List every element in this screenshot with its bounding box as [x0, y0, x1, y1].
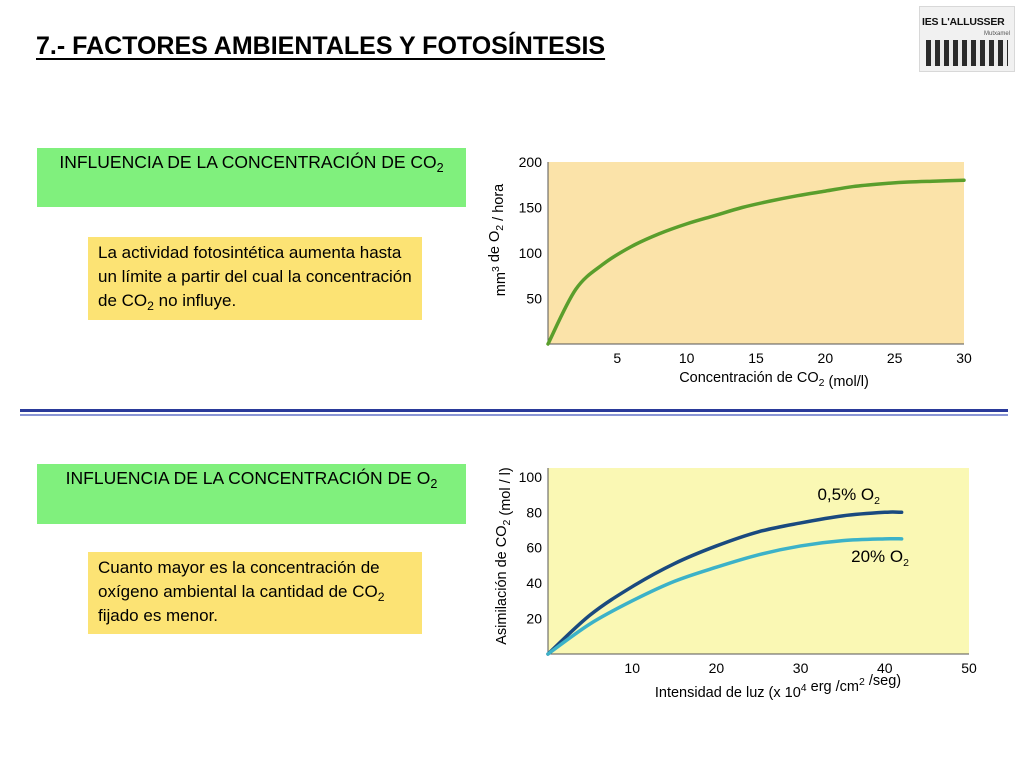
page-title: 7.- FACTORES AMBIENTALES Y FOTOSÍNTESIS [36, 32, 606, 60]
o2-chart-series-label-0: 0,5% O2 [817, 485, 880, 507]
c2-y-tick-label: 60 [526, 540, 542, 556]
co2-chart-xlabel: Concentración de CO2 (mol/l) [679, 370, 869, 390]
co2-chart-ylabel: mm3 de O2 / hora [487, 183, 509, 296]
section1-text-subscript: 2 [147, 299, 154, 314]
section2-explanation: Cuanto mayor es la concentración de oxíg… [88, 552, 422, 634]
c2-x-tick-label: 40 [877, 660, 893, 676]
section1-heading: INFLUENCIA DE LA CONCENTRACIÓN DE CO2 [37, 148, 466, 207]
section2-heading-subscript: 2 [430, 477, 438, 492]
c2-series-line-1 [546, 536, 904, 656]
c1-series-line-0 [546, 178, 966, 346]
c1-x-tick-label: 25 [887, 350, 903, 366]
section1-text-b: no influye. [153, 291, 237, 310]
c2-x-tick-label: 30 [793, 660, 809, 676]
c1-x-tick-label: 30 [956, 350, 972, 366]
section2-text-a: Cuanto mayor es la concentración de oxíg… [98, 558, 380, 601]
section1-heading-text: INFLUENCIA DE LA CONCENTRACIÓN DE CO [59, 152, 437, 172]
c2-x-tick-label: 50 [961, 660, 977, 676]
c1-x-tick-label: 20 [818, 350, 834, 366]
section1-heading-subscript: 2 [436, 161, 444, 176]
c2-y-tick-label: 100 [519, 469, 543, 485]
c2-y-tick-label: 20 [526, 611, 542, 627]
o2-chart-series-label-1: 20% O2 [851, 547, 909, 569]
section-divider [20, 409, 1008, 416]
c2-y-tick-label: 40 [526, 575, 542, 591]
c1-y-tick-label: 100 [519, 245, 543, 261]
c1-y-tick-label: 200 [519, 154, 543, 170]
c2-x-tick-label: 10 [624, 660, 640, 676]
section2-text-b: fijado es menor. [98, 606, 219, 625]
school-logo: IES L'ALLUSSER Mutxamel [919, 6, 1015, 72]
section2-heading: INFLUENCIA DE LA CONCENTRACIÓN DE O2 [37, 464, 466, 524]
o2-chart-xlabel: Intensidad de luz (x 104 erg /cm2 /seg) [655, 673, 901, 701]
logo-subtitle: Mutxamel [983, 31, 1010, 37]
section1-text-a: La actividad fotosintética aumenta hasta… [98, 243, 412, 310]
c1-y-tick-label: 50 [526, 291, 542, 307]
section2-text-subscript: 2 [377, 590, 385, 605]
logo-graphic [926, 40, 1008, 66]
c1-x-tick-label: 5 [613, 350, 621, 366]
c2-x-tick-label: 20 [709, 660, 725, 676]
c1-y-tick-label: 150 [519, 200, 543, 216]
o2-chart-ylabel: Asimilación de CO2 (mol / l) [494, 467, 514, 644]
o2-chart-plot-area [548, 468, 969, 654]
c1-x-tick-label: 10 [679, 350, 695, 366]
c2-y-tick-label: 80 [526, 504, 542, 520]
logo-name: IES L'ALLUSSER [922, 16, 1005, 28]
c1-x-tick-label: 15 [748, 350, 764, 366]
c2-series-line-0 [546, 510, 904, 656]
section1-explanation: La actividad fotosintética aumenta hasta… [88, 237, 422, 320]
section2-heading-text: INFLUENCIA DE LA CONCENTRACIÓN DE O [65, 468, 431, 488]
